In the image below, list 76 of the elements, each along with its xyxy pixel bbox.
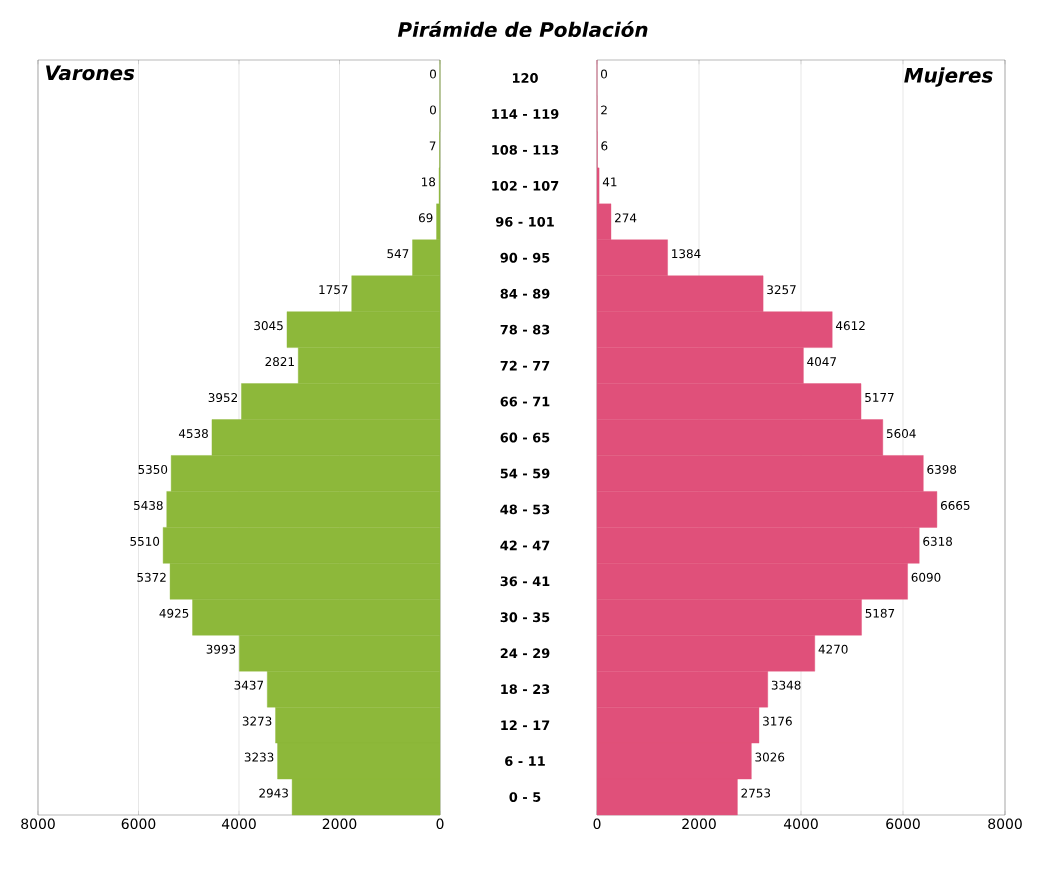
x-tick-label: 0 <box>436 818 444 830</box>
x-tick-label: 4000 <box>783 818 818 830</box>
data-label: 4925 <box>159 608 189 618</box>
y-tick-label: 78 - 83 <box>500 324 550 335</box>
x-tick-label: 6000 <box>886 818 920 830</box>
data-label: 5372 <box>137 572 166 582</box>
y-tick-label: 108 - 113 <box>492 144 559 155</box>
x-tick-label: 8000 <box>988 818 1022 830</box>
data-label: 0 <box>429 69 436 79</box>
data-label: 547 <box>387 249 409 259</box>
x-tick-label: 2000 <box>682 818 716 830</box>
data-label: 69 <box>418 213 433 223</box>
data-label: 2 <box>601 105 607 115</box>
y-tick-label: 102 - 107 <box>492 180 559 191</box>
data-label: 3233 <box>244 752 274 762</box>
data-label: 3026 <box>755 752 785 762</box>
x-tick-label: 8000 <box>21 818 55 830</box>
y-tick-label: 6 - 11 <box>505 756 545 766</box>
data-label: 5187 <box>865 608 895 618</box>
data-label: 1757 <box>319 285 348 295</box>
data-label: 6318 <box>923 536 953 546</box>
data-label: 0 <box>429 105 436 115</box>
y-tick-label: 60 - 65 <box>500 432 550 443</box>
y-tick-label: 0 - 5 <box>509 792 541 802</box>
y-tick-label: 30 - 35 <box>500 612 550 623</box>
data-label: 3952 <box>208 393 237 403</box>
x-tick-label: 0 <box>593 818 601 830</box>
data-label: 1384 <box>672 249 701 259</box>
data-label: 3257 <box>767 285 796 295</box>
y-tick-label: 84 - 89 <box>500 288 550 299</box>
x-tick-label: 4000 <box>221 818 256 830</box>
data-label: 0 <box>600 69 608 79</box>
y-tick-label: 24 - 29 <box>500 648 550 659</box>
x-tick-label: 6000 <box>121 818 156 830</box>
y-tick-label: 120 <box>512 73 538 83</box>
data-label: 274 <box>615 213 637 223</box>
text: Pirámide de Población <box>397 20 648 38</box>
data-label: 6665 <box>940 500 970 510</box>
data-label: 3993 <box>206 644 236 654</box>
data-label: 2943 <box>259 788 288 798</box>
data-label: 2753 <box>741 788 771 798</box>
data-label: 4270 <box>818 644 848 654</box>
y-tick-label: 72 - 77 <box>500 360 550 371</box>
y-tick-label: 54 - 59 <box>500 468 550 479</box>
y-tick-label: 12 - 17 <box>501 720 550 730</box>
data-label: 6 <box>601 141 608 151</box>
x-tick-label: 2000 <box>322 818 357 830</box>
data-label: 7 <box>429 141 436 151</box>
annotation: Mujeres <box>904 67 993 87</box>
data-label: 3273 <box>242 716 272 726</box>
data-label: 5604 <box>886 428 916 439</box>
y-tick-label: 48 - 53 <box>500 504 550 515</box>
data-label: 6398 <box>927 464 957 474</box>
data-label: 3437 <box>234 680 264 690</box>
annotation: Varones <box>46 65 135 81</box>
data-label: 41 <box>602 177 617 187</box>
data-label: 4538 <box>178 428 208 439</box>
data-label: 3348 <box>771 680 801 690</box>
data-label: 4047 <box>807 357 836 367</box>
data-label: 6090 <box>911 572 941 582</box>
data-label: 5350 <box>138 464 168 474</box>
data-label: 3045 <box>254 321 283 331</box>
y-tick-label: 114 - 119 <box>492 109 559 119</box>
y-tick-label: 18 - 23 <box>501 684 550 695</box>
data-label: 5438 <box>134 500 163 510</box>
y-tick-label: 90 - 95 <box>500 252 550 263</box>
data-label: 4612 <box>835 321 865 331</box>
y-tick-label: 36 - 41 <box>500 576 550 587</box>
data-label: 5177 <box>865 393 894 402</box>
y-tick-label: 42 - 47 <box>500 540 550 551</box>
data-label: 18 <box>421 177 436 187</box>
y-tick-label: 66 - 71 <box>500 396 550 407</box>
data-label: 2821 <box>265 357 294 367</box>
y-tick-label: 96 - 101 <box>495 216 554 227</box>
data-label: 5510 <box>130 536 160 546</box>
data-label: 3176 <box>763 716 792 726</box>
